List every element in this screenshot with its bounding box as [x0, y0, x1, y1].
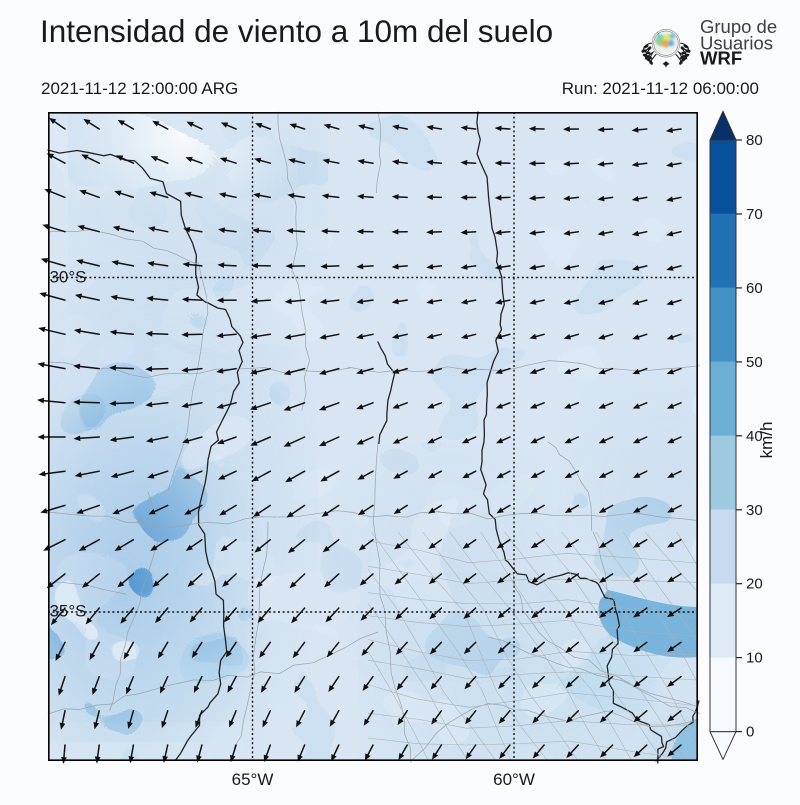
svg-text:km/h: km/h	[757, 422, 776, 459]
svg-text:65°W: 65°W	[232, 770, 274, 789]
svg-text:30: 30	[746, 502, 763, 519]
svg-text:30°S: 30°S	[49, 268, 86, 287]
svg-text:35°S: 35°S	[49, 602, 86, 621]
svg-text:80: 80	[746, 132, 763, 149]
svg-text:50: 50	[746, 354, 763, 371]
svg-text:Intensidad de viento a 10m del: Intensidad de viento a 10m del suelo	[40, 13, 553, 49]
svg-text:20: 20	[746, 576, 763, 593]
svg-text:WRF: WRF	[700, 48, 742, 69]
svg-text:60°W: 60°W	[493, 770, 535, 789]
svg-text:70: 70	[746, 206, 763, 223]
svg-text:60: 60	[746, 280, 763, 297]
svg-text:2021-11-12 12:00:00 ARG: 2021-11-12 12:00:00 ARG	[41, 79, 238, 98]
svg-text:0: 0	[746, 724, 754, 741]
svg-text:Run: 2021-11-12 06:00:00: Run: 2021-11-12 06:00:00	[562, 79, 759, 98]
svg-text:10: 10	[746, 650, 763, 667]
